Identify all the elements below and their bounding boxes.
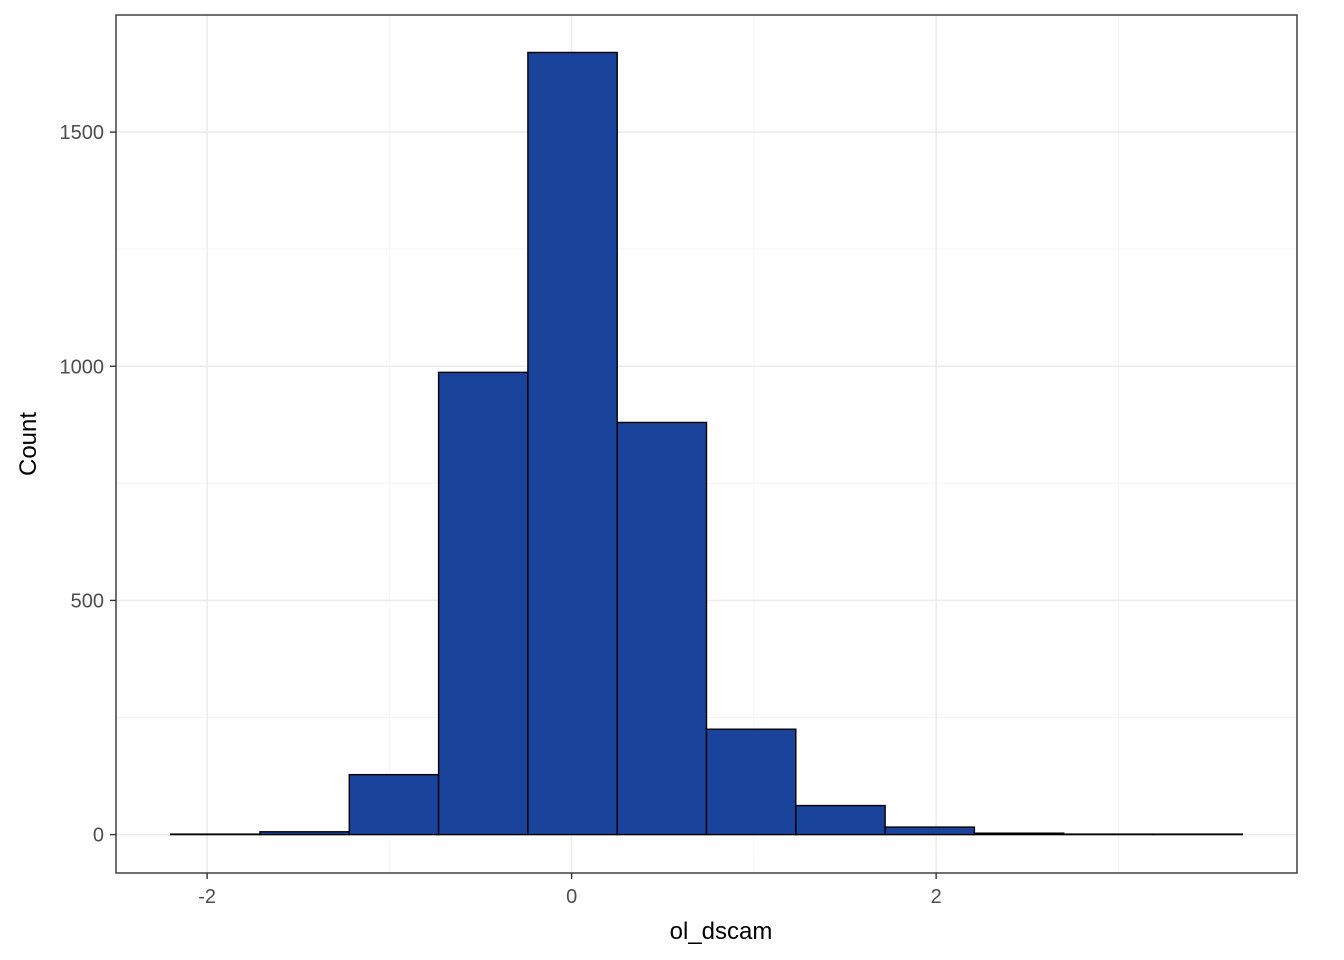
- histogram-bar: [795, 804, 886, 836]
- x-tick-label: 2: [931, 886, 942, 908]
- y-tick-label: 500: [71, 590, 104, 612]
- histogram-bar: [259, 831, 350, 836]
- histogram-bar: [527, 51, 618, 836]
- y-axis-ticks: 0 500 1000 1500: [60, 122, 116, 847]
- histogram-bars: [169, 51, 1244, 836]
- histogram-bar: [616, 421, 708, 836]
- histogram-bar: [437, 371, 529, 836]
- y-tick-label: 1000: [60, 356, 105, 378]
- y-axis-title: Count: [15, 412, 42, 476]
- histogram-bar: [884, 826, 976, 836]
- histogram-bar: [973, 832, 1065, 836]
- x-axis-ticks: -2 0 2: [198, 873, 942, 908]
- x-tick-label: -2: [198, 886, 216, 908]
- y-tick-label: 1500: [60, 122, 105, 144]
- y-tick-label: 0: [93, 825, 104, 847]
- panel-border: [115, 14, 1298, 874]
- histogram-bar: [705, 728, 797, 836]
- histogram-bar: [348, 773, 440, 836]
- x-axis-title: ol_dscam: [670, 918, 773, 945]
- x-tick-label: 0: [566, 886, 577, 908]
